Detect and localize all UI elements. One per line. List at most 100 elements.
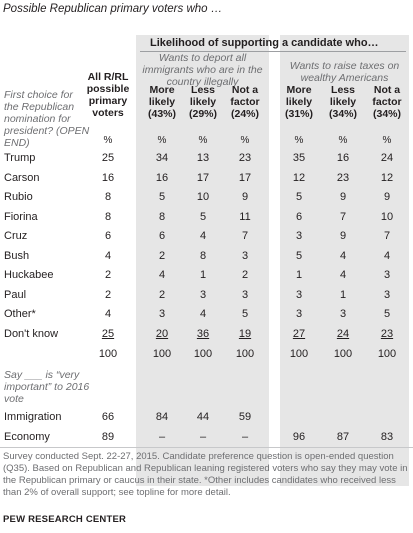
table-cell: 23 xyxy=(380,328,394,340)
importance-row-label: Economy xyxy=(4,431,50,443)
row-label: Bush xyxy=(4,250,30,262)
table-cell: 1 xyxy=(339,289,347,301)
table-cell: 3 xyxy=(295,289,303,301)
percent-sign: % xyxy=(157,135,167,146)
page-title: Possible Republican primary voters who … xyxy=(3,3,223,15)
table-cell: 4 xyxy=(158,269,166,281)
percent-sign: % xyxy=(240,135,250,146)
table-cell: 35 xyxy=(292,152,306,164)
row-label: Paul xyxy=(4,289,27,301)
importance-question: Say ___ is “very important” to 2016 vote xyxy=(4,369,90,405)
table-cell: 34 xyxy=(155,152,169,164)
importance-row-label: Immigration xyxy=(4,411,62,423)
importance-cell: 89 xyxy=(101,431,115,443)
table-cell: 9 xyxy=(339,191,347,203)
importance-cell: 84 xyxy=(155,411,169,423)
table-cell: 27 xyxy=(292,328,306,340)
table-cell: 24 xyxy=(336,328,350,340)
col-header-taxes-notfactor: Not a factor (34%) xyxy=(372,84,402,120)
table-cell: 10 xyxy=(196,191,210,203)
table-cell: 9 xyxy=(383,191,391,203)
subgroup-deport-label: Wants to deport all immigrants who are i… xyxy=(142,52,263,88)
row-label: Don't know xyxy=(4,328,59,340)
table-cell: 5 xyxy=(383,308,391,320)
percent-sign: % xyxy=(382,135,392,146)
row-label: Carson xyxy=(4,172,40,184)
source-credit: PEW RESEARCH CENTER xyxy=(3,514,127,525)
table-cell: 17 xyxy=(196,172,210,184)
row-label: Trump xyxy=(4,152,36,164)
first-choice-question: First choice for the Republican nominati… xyxy=(4,89,90,149)
table-cell: 4 xyxy=(104,308,112,320)
table-cell: 2 xyxy=(241,269,249,281)
table-cell: 4 xyxy=(104,250,112,262)
table-cell: 8 xyxy=(158,211,166,223)
table-cell: 3 xyxy=(383,269,391,281)
table-cell: 6 xyxy=(158,230,166,242)
total-cell: 100 xyxy=(193,348,213,360)
table-cell: 16 xyxy=(101,172,115,184)
row-label: Fiorina xyxy=(4,211,38,223)
importance-cell: 96 xyxy=(292,431,306,443)
table-cell: 4 xyxy=(339,269,347,281)
importance-cell: 66 xyxy=(101,411,115,423)
table-cell: 16 xyxy=(155,172,169,184)
table-cell: 12 xyxy=(292,172,306,184)
table-cell: 17 xyxy=(238,172,252,184)
table-cell: 20 xyxy=(155,328,169,340)
table-cell: 11 xyxy=(239,211,251,223)
table-cell: 19 xyxy=(238,328,252,340)
col-header-taxes-more: More likely (31%) xyxy=(284,84,313,120)
taxes-band xyxy=(280,35,409,486)
table-cell: 6 xyxy=(295,211,303,223)
table-cell: 7 xyxy=(339,211,347,223)
row-label: Huckabee xyxy=(4,269,54,281)
footer-rule xyxy=(0,447,413,448)
table-cell: 3 xyxy=(241,250,249,262)
table-cell: 23 xyxy=(238,152,252,164)
total-cell: 100 xyxy=(152,348,172,360)
total-cell: 100 xyxy=(289,348,309,360)
group-title: Likelihood of supporting a candidate who… xyxy=(150,37,379,49)
col-header-taxes-less: Less likely (34%) xyxy=(328,84,357,120)
table-cell: 5 xyxy=(241,308,249,320)
table-cell: 3 xyxy=(199,289,207,301)
table-cell: 3 xyxy=(295,308,303,320)
percent-sign: % xyxy=(294,135,304,146)
table-cell: 2 xyxy=(158,289,166,301)
table-cell: 3 xyxy=(295,230,303,242)
importance-cell: 44 xyxy=(196,411,210,423)
table-cell: 3 xyxy=(339,308,347,320)
col-header-deport-notfactor: Not a factor (24%) xyxy=(230,84,260,120)
table-cell: 2 xyxy=(158,250,166,262)
table-cell: 2 xyxy=(104,269,112,281)
table-cell: 4 xyxy=(199,308,207,320)
importance-cell: 59 xyxy=(238,411,252,423)
table-cell: 25 xyxy=(101,152,115,164)
table-cell: 13 xyxy=(196,152,210,164)
importance-cell: – xyxy=(158,431,166,443)
table-cell: 4 xyxy=(383,250,391,262)
table-cell: 1 xyxy=(199,269,207,281)
table-cell: 3 xyxy=(158,308,166,320)
table-cell: 16 xyxy=(336,152,350,164)
deport-band xyxy=(136,35,269,486)
table-cell: 1 xyxy=(295,269,303,281)
importance-cell: – xyxy=(199,431,207,443)
table-cell: 3 xyxy=(383,289,391,301)
subgroup-taxes-label: Wants to raise taxes on wealthy American… xyxy=(289,60,400,84)
table-cell: 3 xyxy=(241,289,249,301)
total-cell: 100 xyxy=(333,348,353,360)
table-cell: 23 xyxy=(336,172,350,184)
footnote: Survey conducted Sept. 22-27, 2015. Cand… xyxy=(3,451,408,498)
row-label: Other* xyxy=(4,308,36,320)
col-header-all: All R/RL possible primary voters xyxy=(86,71,130,119)
importance-cell: 83 xyxy=(380,431,394,443)
table-cell: 7 xyxy=(383,230,391,242)
col-header-deport-more: More likely (43%) xyxy=(147,84,176,120)
percent-sign: % xyxy=(338,135,348,146)
row-label: Cruz xyxy=(4,230,28,242)
percent-sign: % xyxy=(198,135,208,146)
table-cell: 5 xyxy=(295,250,303,262)
table-cell: 25 xyxy=(101,328,115,340)
